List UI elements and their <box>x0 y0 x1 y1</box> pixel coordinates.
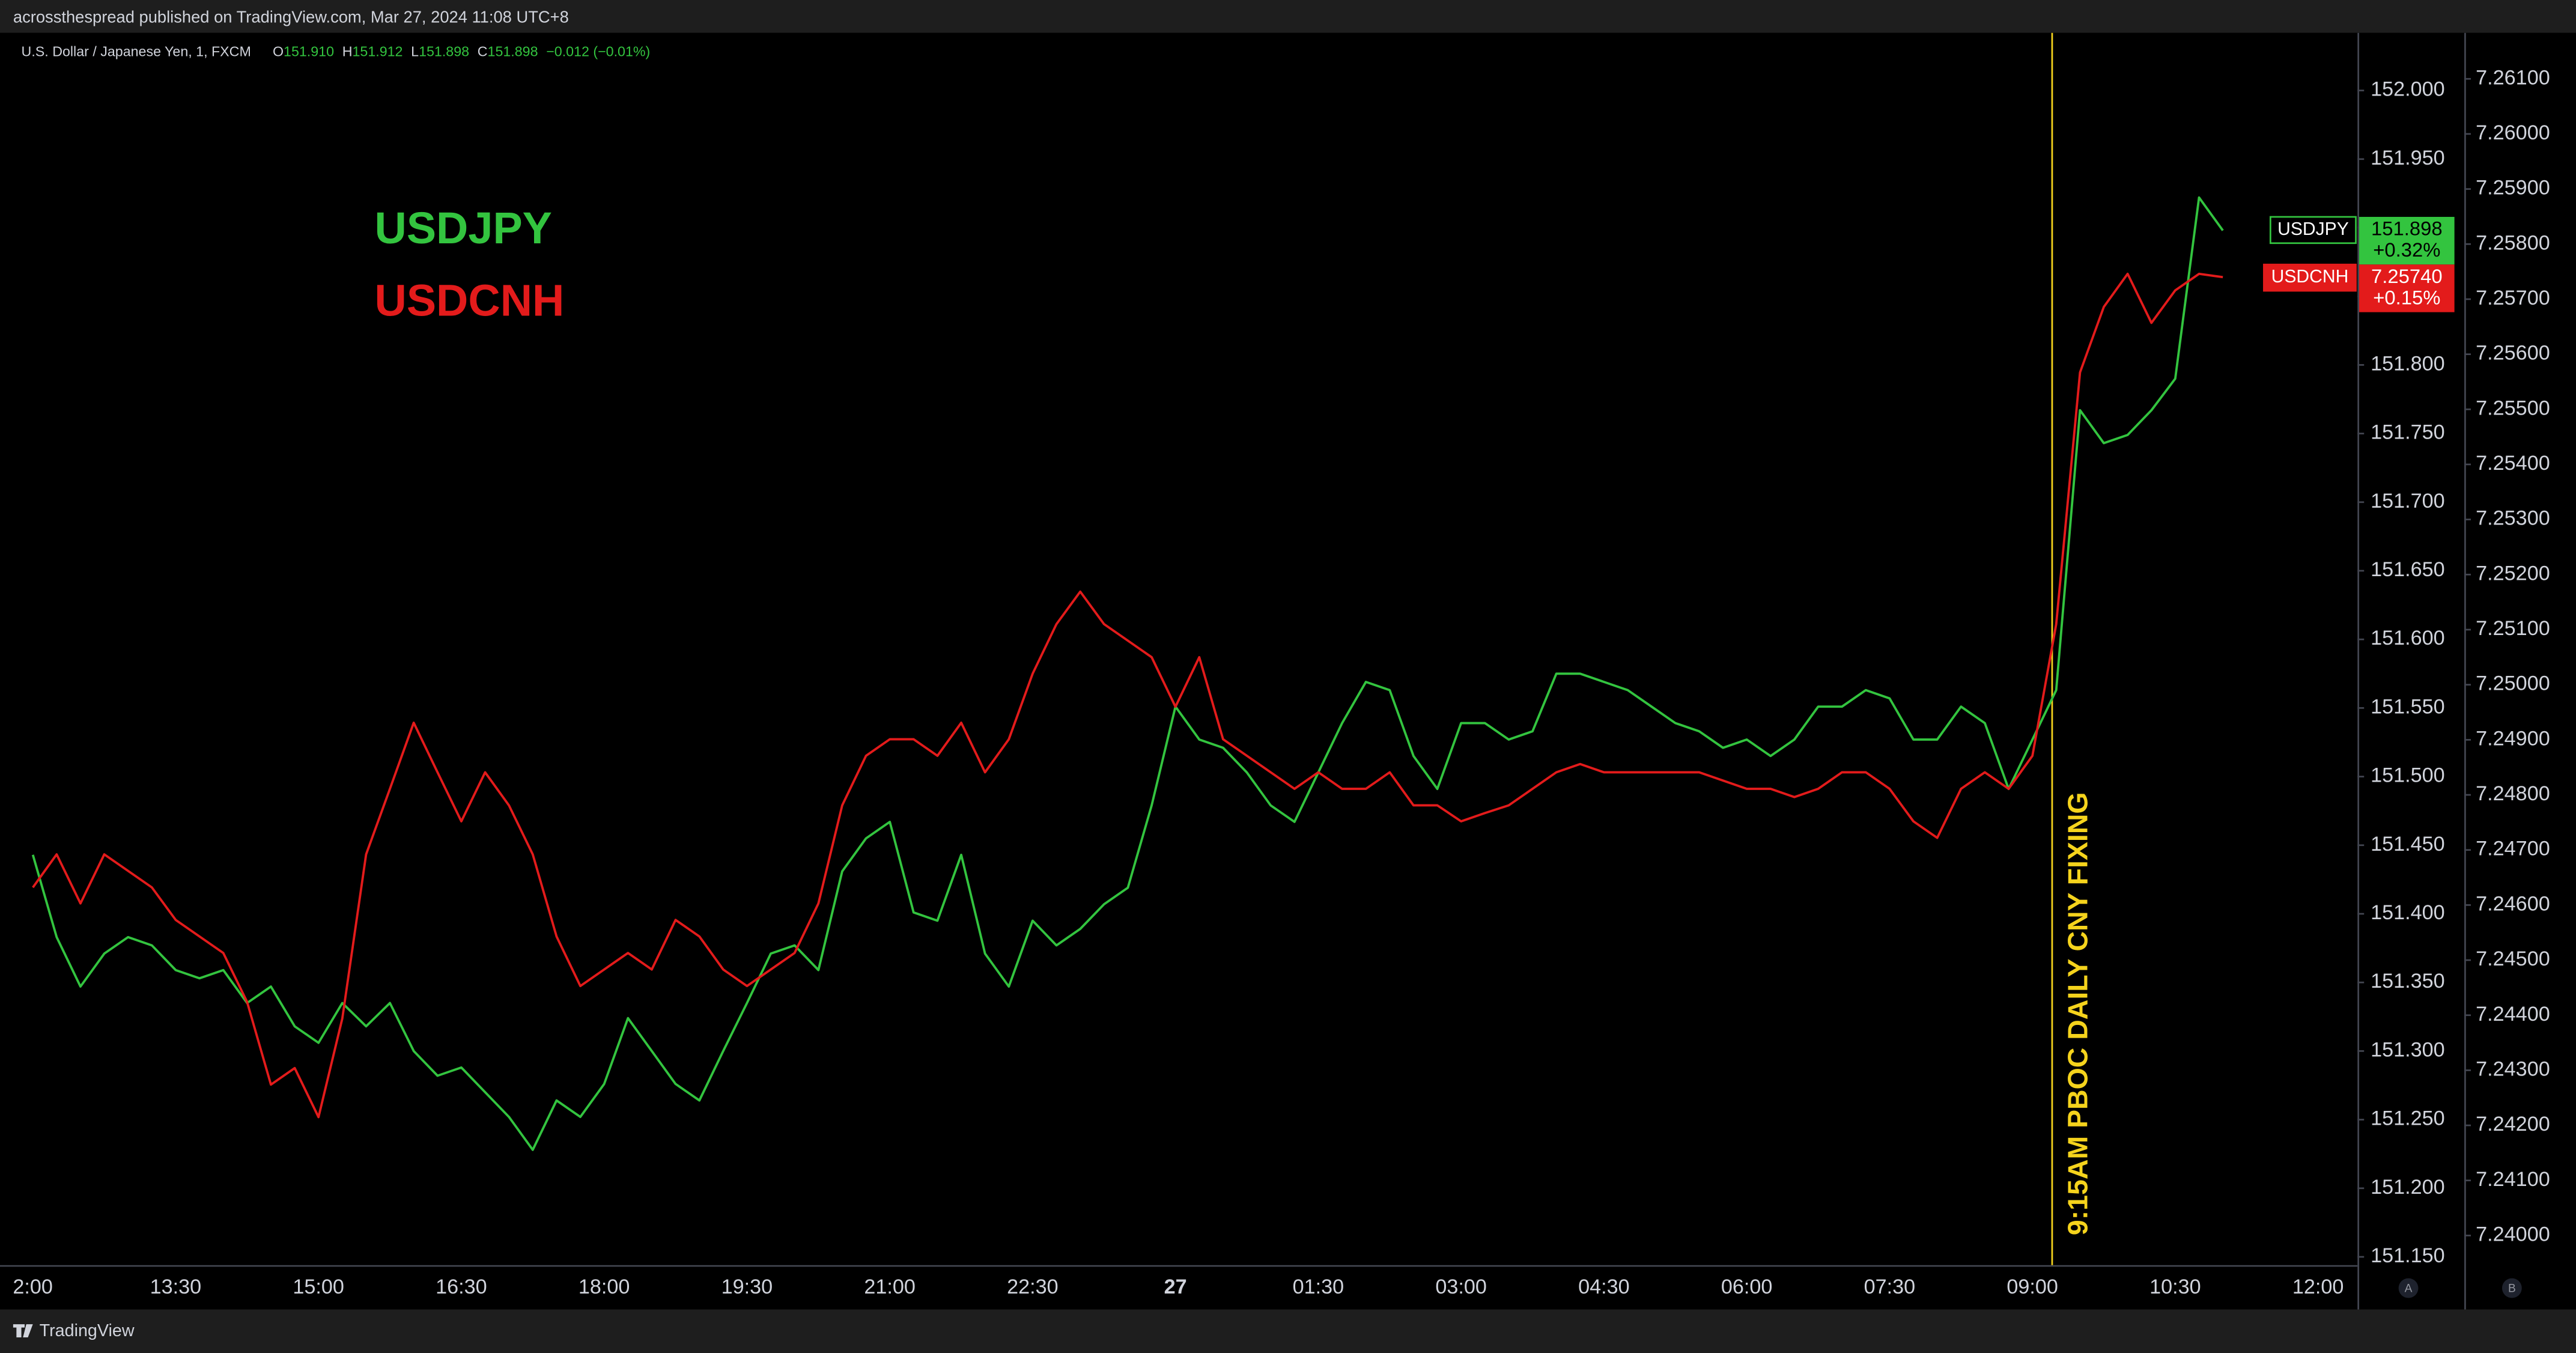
ohlc: O151.910 H151.912 L151.898 C151.898 −0.012 (… <box>273 44 650 59</box>
x-tick-label: 22:30 <box>1007 1275 1059 1298</box>
top-bar <box>0 0 2576 33</box>
x-tick-label: 09:00 <box>2006 1275 2058 1298</box>
legend-name: USDJPY <box>375 203 552 253</box>
ohlc-key: C <box>478 44 488 59</box>
y2-tick-label: 7.24900 <box>2476 727 2550 750</box>
y-tick-label: 151.350 <box>2371 970 2445 993</box>
x-tick-label: 16:30 <box>436 1275 487 1298</box>
chart-area <box>0 32 2576 1310</box>
y2-tick-label: 7.24800 <box>2476 782 2550 805</box>
series-line <box>32 272 2223 1119</box>
y-tick-label: 151.300 <box>2371 1038 2445 1061</box>
x-tick-label: 18:00 <box>579 1275 630 1298</box>
x-tick-label: 04:30 <box>1578 1275 1630 1298</box>
scale-button <box>2398 1278 2419 1298</box>
badge-name: USDJPY <box>2277 219 2349 239</box>
badge-change: +0.15% <box>2373 286 2440 308</box>
ohlc-value: 151.910 <box>284 44 334 59</box>
ohlc-value: 151.912 <box>352 44 402 59</box>
bottom-bar <box>0 1309 2576 1353</box>
y-tick-label: 151.500 <box>2371 764 2445 787</box>
y-tick-label: 151.600 <box>2371 627 2445 649</box>
y2-tick-label: 7.24000 <box>2476 1223 2550 1245</box>
ohlc-value: 151.898 <box>419 44 469 59</box>
y2-tick-label: 7.24600 <box>2476 892 2550 915</box>
x-tick-label: 2:00 <box>13 1275 53 1298</box>
publisher: acrossthespread published on TradingView… <box>13 7 569 26</box>
badge-price: 7.25740 <box>2371 265 2443 287</box>
y2-tick-label: 7.24400 <box>2476 1003 2550 1026</box>
y-tick-label: 151.800 <box>2371 352 2445 375</box>
y-tick-label: 152.000 <box>2371 78 2445 101</box>
badge-price: 151.898 <box>2371 217 2443 240</box>
badge-price-bg <box>2359 216 2455 265</box>
y-tick-label: 151.550 <box>2371 695 2445 718</box>
y2-tick-label: 7.25700 <box>2476 287 2550 309</box>
y-tick-label: 151.250 <box>2371 1107 2445 1130</box>
scale-button <box>2502 1278 2522 1298</box>
y2-tick-label: 7.25400 <box>2476 452 2550 475</box>
ohlc-key: L <box>411 44 419 59</box>
y-tick-label: 151.200 <box>2371 1176 2445 1199</box>
y-tick-label: 151.950 <box>2371 147 2445 169</box>
y2-tick-label: 7.25100 <box>2476 617 2550 640</box>
y2-tick-label: 7.25600 <box>2476 342 2550 365</box>
y2-tick-label: 7.25800 <box>2476 231 2550 254</box>
y2-tick-label: 7.24200 <box>2476 1113 2550 1136</box>
y2-tick-label: 7.24700 <box>2476 838 2550 860</box>
y2-tick-label: 7.24300 <box>2476 1057 2550 1080</box>
y2-tick-label: 7.26000 <box>2476 121 2550 144</box>
y2-tick-label: 7.24500 <box>2476 947 2550 970</box>
annotation: 9:15AM PBOC DAILY CNY FIXING <box>2062 792 2094 1235</box>
ohlc-key: H <box>342 44 353 59</box>
x-tick-label: 15:00 <box>293 1275 344 1298</box>
scale-button-label: B <box>2508 1282 2516 1295</box>
badge-price-bg <box>2359 264 2455 312</box>
badge-name-bg <box>2269 216 2357 245</box>
badge-name-bg <box>2263 263 2357 292</box>
y-tick-label: 151.400 <box>2371 901 2445 924</box>
legend-name: USDCNH <box>375 275 565 325</box>
ohlc-change: −0.012 (−0.01%) <box>546 44 650 59</box>
x-tick-label: 01:30 <box>1293 1275 1344 1298</box>
x-tick-label: 27 <box>1164 1275 1187 1298</box>
y-tick-label: 151.750 <box>2371 421 2445 444</box>
x-tick-label: 07:30 <box>1864 1275 1916 1298</box>
x-tick-label: 21:00 <box>864 1275 916 1298</box>
brand: TradingView <box>40 1321 135 1340</box>
y2-tick-label: 7.25500 <box>2476 397 2550 419</box>
scale-button-label: A <box>2405 1282 2413 1295</box>
y2-tick-label: 7.24100 <box>2476 1168 2550 1191</box>
y2-tick-label: 7.25200 <box>2476 562 2550 585</box>
x-tick-label: 10:30 <box>2149 1275 2201 1298</box>
x-tick-label: 13:30 <box>150 1275 202 1298</box>
y2-tick-label: 7.25000 <box>2476 672 2550 695</box>
symbol-title: U.S. Dollar / Japanese Yen, 1, FXCM <box>22 44 251 59</box>
x-tick-label: 19:30 <box>721 1275 773 1298</box>
y2-tick-label: 7.25900 <box>2476 177 2550 199</box>
y-tick-label: 151.650 <box>2371 558 2445 581</box>
y-tick-label: 151.150 <box>2371 1244 2445 1267</box>
x-tick-label: 12:00 <box>2292 1275 2344 1298</box>
y2-tick-label: 7.26100 <box>2476 66 2550 89</box>
y-tick-label: 151.450 <box>2371 833 2445 856</box>
x-tick-label: 06:00 <box>1721 1275 1773 1298</box>
badge-change: +0.32% <box>2373 239 2440 261</box>
y-tick-label: 151.700 <box>2371 490 2445 512</box>
x-tick-label: 03:00 <box>1435 1275 1487 1298</box>
badge-name: USDCNH <box>2271 267 2349 287</box>
ohlc-value: 151.898 <box>488 44 538 59</box>
ohlc-key: O <box>273 44 284 59</box>
series-line <box>31 196 2224 1151</box>
logo <box>13 1324 33 1338</box>
y2-tick-label: 7.25300 <box>2476 507 2550 530</box>
